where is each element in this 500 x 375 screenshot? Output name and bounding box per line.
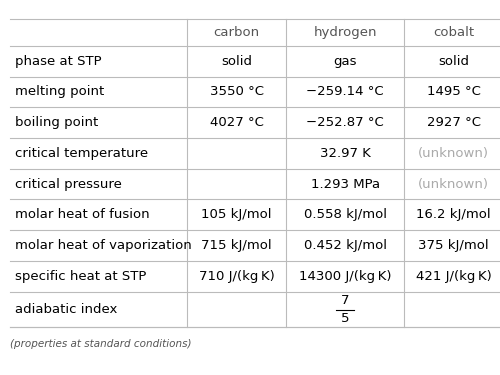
Text: melting point: melting point xyxy=(15,86,104,98)
Text: 0.558 kJ/mol: 0.558 kJ/mol xyxy=(304,209,386,221)
Text: 4027 °C: 4027 °C xyxy=(210,116,264,129)
Text: molar heat of vaporization: molar heat of vaporization xyxy=(15,239,192,252)
Text: 16.2 kJ/mol: 16.2 kJ/mol xyxy=(416,209,491,221)
Text: solid: solid xyxy=(221,55,252,68)
Text: critical pressure: critical pressure xyxy=(15,178,122,190)
Text: specific heat at STP: specific heat at STP xyxy=(15,270,146,283)
Text: 0.452 kJ/mol: 0.452 kJ/mol xyxy=(304,239,386,252)
Text: 5: 5 xyxy=(341,312,349,326)
Text: 421 J/(kg K): 421 J/(kg K) xyxy=(416,270,492,283)
Text: (unknown): (unknown) xyxy=(418,178,489,190)
Text: −259.14 °C: −259.14 °C xyxy=(306,86,384,98)
Text: critical temperature: critical temperature xyxy=(15,147,148,160)
Text: 710 J/(kg K): 710 J/(kg K) xyxy=(199,270,274,283)
Text: phase at STP: phase at STP xyxy=(15,55,102,68)
Text: 32.97 K: 32.97 K xyxy=(320,147,370,160)
Text: 715 kJ/mol: 715 kJ/mol xyxy=(202,239,272,252)
Text: molar heat of fusion: molar heat of fusion xyxy=(15,209,150,221)
Text: −252.87 °C: −252.87 °C xyxy=(306,116,384,129)
Text: solid: solid xyxy=(438,55,469,68)
Text: 14300 J/(kg K): 14300 J/(kg K) xyxy=(299,270,392,283)
Text: 1495 °C: 1495 °C xyxy=(426,86,480,98)
Text: (unknown): (unknown) xyxy=(418,147,489,160)
Text: carbon: carbon xyxy=(214,26,260,39)
Text: 3550 °C: 3550 °C xyxy=(210,86,264,98)
Text: adiabatic index: adiabatic index xyxy=(15,303,117,316)
Text: gas: gas xyxy=(334,55,357,68)
Text: 105 kJ/mol: 105 kJ/mol xyxy=(202,209,272,221)
Text: (properties at standard conditions): (properties at standard conditions) xyxy=(10,339,192,349)
Text: 1.293 MPa: 1.293 MPa xyxy=(310,178,380,190)
Text: 375 kJ/mol: 375 kJ/mol xyxy=(418,239,489,252)
Text: hydrogen: hydrogen xyxy=(314,26,377,39)
Text: 7: 7 xyxy=(341,294,349,307)
Text: cobalt: cobalt xyxy=(433,26,474,39)
Text: 2927 °C: 2927 °C xyxy=(426,116,480,129)
Text: boiling point: boiling point xyxy=(15,116,98,129)
